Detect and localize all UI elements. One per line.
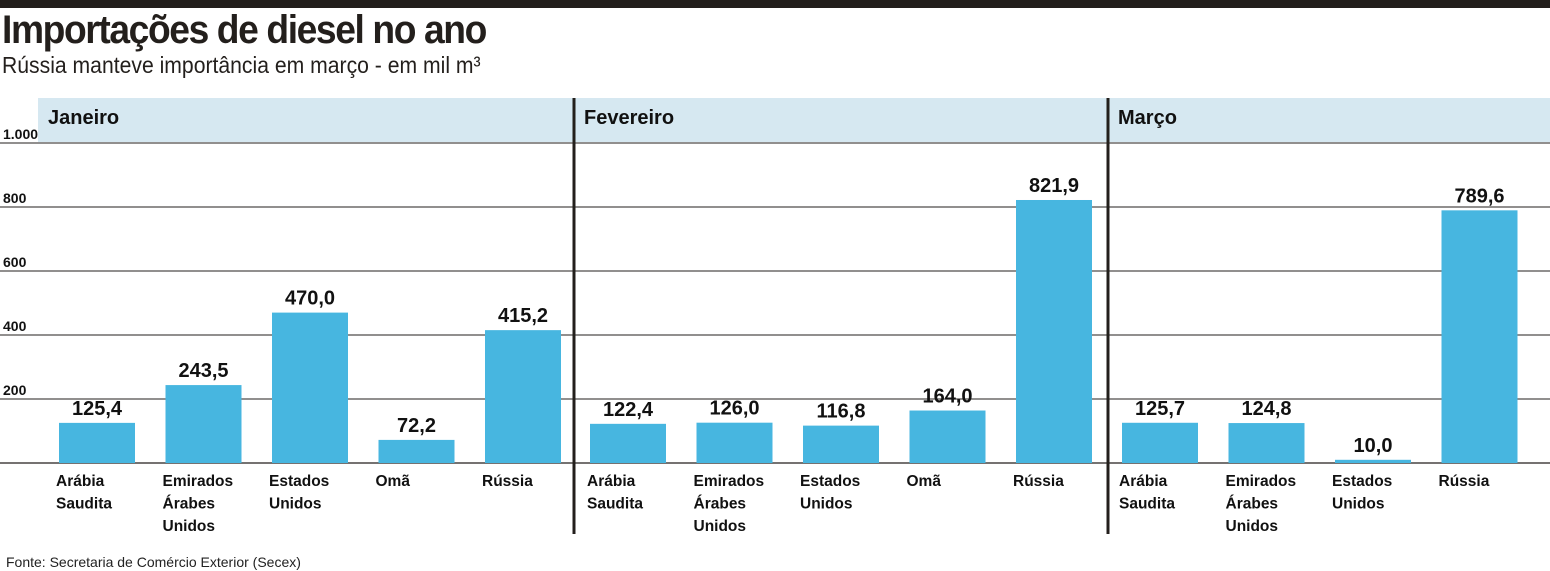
category-label: Estados [1332,473,1392,490]
category-label: Unidos [694,518,747,535]
top-bar [0,0,1550,8]
category-label: Omã [907,473,942,490]
bar [590,423,666,463]
source-note: Fonte: Secretaria de Comércio Exterior (… [6,554,301,570]
category-label: Unidos [269,496,322,513]
category-label: Arábia [1119,473,1168,490]
data-label: 821,9 [1029,175,1079,197]
data-label: 789,6 [1454,185,1504,207]
bar [1016,199,1092,463]
bar [1122,422,1198,463]
bar [803,425,879,463]
panel-title: Março [1118,107,1177,129]
category-label: Estados [269,473,329,490]
y-tick-label: 600 [3,254,27,270]
y-tick-label: 800 [3,190,27,206]
bar [1335,459,1411,463]
category-label: Saudita [587,496,643,513]
category-label: Rússia [482,473,533,490]
data-label: 164,0 [922,386,972,408]
chart-subtitle: Rússia manteve importância em março - em… [2,52,481,78]
data-label: 125,4 [72,398,123,420]
panel-title: Janeiro [48,107,119,129]
category-label: Arábia [56,473,105,490]
bar [378,439,455,463]
data-label: 122,4 [603,399,654,421]
y-tick-label: 400 [3,318,27,334]
category-label: Emirados [694,473,765,490]
category-label: Omã [376,473,411,490]
bar [696,422,773,463]
category-label: Unidos [800,496,853,513]
category-label: Saudita [56,496,112,513]
bar [1228,423,1305,463]
category-label: Emirados [163,473,234,490]
category-label: Árabes [1226,496,1279,513]
category-label: Unidos [163,518,216,535]
category-label: Árabes [163,496,216,513]
data-label: 116,8 [817,401,866,423]
category-label: Saudita [1119,496,1175,513]
data-label: 72,2 [397,415,436,437]
data-label: 124,8 [1241,398,1291,420]
bar [272,312,348,463]
bar [59,422,135,463]
data-label: 415,2 [498,305,548,327]
data-label: 125,7 [1135,398,1185,420]
bar [909,410,986,463]
category-label: Arábia [587,473,636,490]
category-label: Unidos [1226,518,1279,535]
category-label: Emirados [1226,473,1297,490]
data-label: 10,0 [1354,435,1393,457]
data-label: 126,0 [709,398,759,420]
bar [165,385,242,463]
panel-header-band [38,98,1550,142]
y-tick-label: 1.000 [3,126,38,142]
category-label: Rússia [1013,473,1064,490]
panel-title: Fevereiro [584,107,674,129]
category-label: Árabes [694,496,747,513]
category-label: Estados [800,473,860,490]
y-tick-label: 200 [3,382,27,398]
bar [1441,210,1518,463]
chart-title: Importações de diesel no ano [2,8,487,52]
data-label: 470,0 [285,288,335,310]
bar [485,330,561,463]
data-label: 243,5 [178,360,228,382]
category-label: Unidos [1332,496,1385,513]
category-label: Rússia [1439,473,1490,490]
